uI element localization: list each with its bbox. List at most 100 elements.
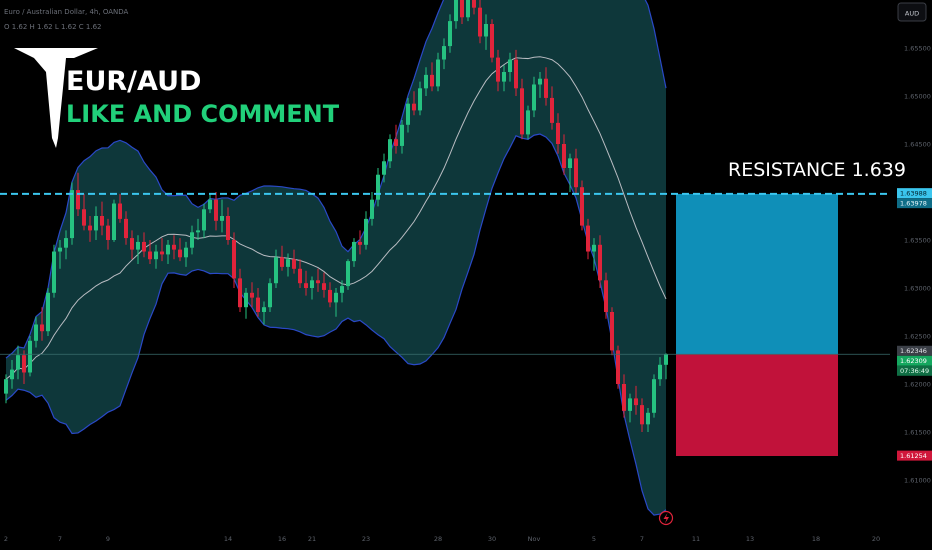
candle-body [436,59,440,87]
currency-button[interactable]: AUD [897,2,927,22]
candle [202,203,206,239]
price-tag-label: 1.62309 [900,357,927,365]
candle [118,193,122,223]
candle [166,240,170,264]
price-tag-label: 1.63978 [900,199,927,207]
logo-tip [52,138,58,148]
candle [34,316,38,348]
candle [526,105,530,140]
candle-body [406,103,410,125]
candle-body [442,46,446,60]
candle-body [328,289,332,303]
candle [568,153,572,192]
time-axis[interactable]: 2 7 9 14 16 21 23 28 30 Nov 5 7 11 13 18 20 [0,528,932,550]
candle-body [112,203,116,240]
band-lower-line [5,133,667,516]
price-tag-bg [897,345,932,356]
time-axis-bg [0,528,932,550]
candle [598,235,602,288]
candle [232,232,236,288]
candle-body [622,384,626,411]
candle [622,374,626,418]
candle [226,207,230,245]
candle-body [460,0,464,18]
svg-text:AUD: AUD [905,10,919,18]
candle-body [94,216,98,231]
candle-body [388,139,392,162]
candle [406,97,410,133]
candle-body [10,369,14,380]
candle-body [52,251,56,293]
candle [628,393,632,423]
candle [358,230,362,255]
price-tag-label: 07:36:49 [900,367,929,375]
candle [94,206,98,240]
candle-body [178,249,182,258]
ohlc-readout: O 1.62 H 1.62 L 1.62 C 1.62 [4,23,101,31]
candle-body [358,241,362,245]
candle-body [166,244,170,255]
brand-subtitle: LIKE AND COMMENT [66,100,340,128]
time-tick: 21 [308,535,316,543]
candle [190,225,194,255]
candle-body [28,340,32,373]
candle-body [304,283,308,288]
price-tag: 07:36:49 [897,365,932,376]
candle-body [262,307,266,312]
candle-body [520,88,524,135]
candle [58,240,62,269]
price-tag: 1.63988 [897,188,932,199]
candle-body [376,174,380,200]
candle-body [370,199,374,219]
candle-body [472,0,476,8]
brand-title: EUR/AUD [66,66,201,97]
candle [28,336,32,377]
candle-body [544,78,548,98]
candle-body [340,286,344,293]
candle [436,52,440,92]
price-tick: 1.62500 [904,333,931,341]
position-tool[interactable] [0,193,890,456]
candle-body [196,230,200,233]
moving-average-line [5,56,667,380]
candle [298,259,302,288]
candle [52,244,56,298]
price-tag: 1.61254 [897,450,932,461]
candle [256,288,260,317]
candle-body [40,324,44,332]
candle [484,14,488,50]
candle [322,272,326,298]
candle-body [478,7,482,37]
candle-body [556,122,560,144]
candle-body [244,292,248,308]
candle [592,238,596,271]
candle-body [58,247,62,252]
candle [538,72,542,98]
candle-body [484,24,488,37]
candle [106,218,110,250]
candle-body [538,78,542,85]
candle-body [106,225,110,240]
candle [502,65,506,92]
lightning-icon[interactable] [658,510,674,526]
candle [130,230,134,260]
candle [46,288,50,336]
candle [136,235,140,264]
candle [418,81,422,116]
price-tick: 1.61000 [904,477,931,485]
price-tag: 1.62309 [897,355,932,366]
candle [352,238,356,267]
candle-body [274,257,278,284]
candle [124,211,128,245]
candle [292,249,296,274]
candle [214,192,218,231]
candle-body [628,398,632,411]
candle-body [286,259,290,267]
time-tick: 18 [812,535,820,543]
candle-body [502,72,506,82]
candle-body [22,355,26,373]
price-tag-label: 1.61254 [900,452,927,460]
candle [466,0,470,22]
candle-body [634,398,638,406]
